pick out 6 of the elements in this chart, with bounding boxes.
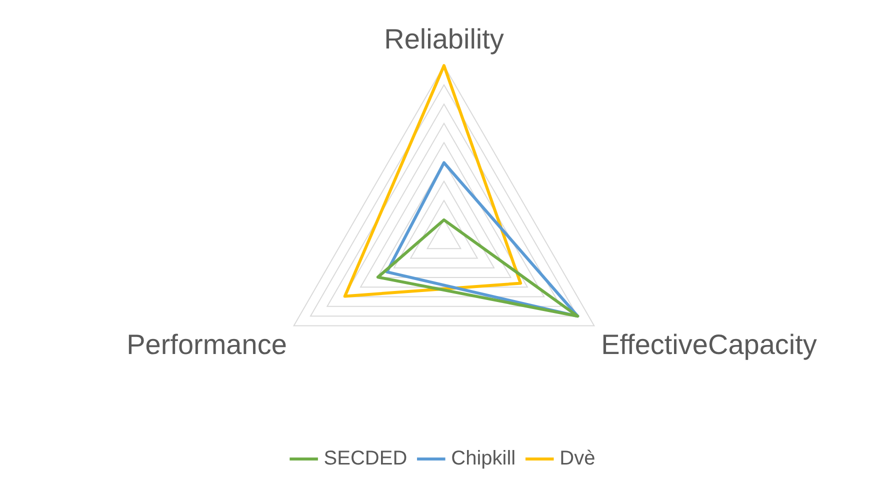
spoke-label: Reliability	[384, 24, 504, 55]
legend-label: Dvè	[560, 448, 596, 470]
spoke-label: Performance	[126, 329, 287, 360]
legend-label: SECDED	[324, 448, 408, 470]
spoke-label: EffectiveCapacity	[601, 329, 817, 360]
legend-label: Chipkill	[451, 448, 516, 470]
